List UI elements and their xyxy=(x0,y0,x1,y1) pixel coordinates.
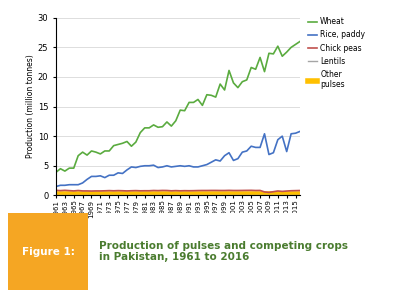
Text: Production of pulses and competing crops
in Pakistan, 1961 to 2016: Production of pulses and competing crops… xyxy=(99,241,348,262)
Text: Figure 1:: Figure 1: xyxy=(22,247,74,257)
Legend: Wheat, Rice, paddy, Chick peas, Lentils, Other
pulses: Wheat, Rice, paddy, Chick peas, Lentils,… xyxy=(305,14,368,93)
Y-axis label: Production (million tonnes): Production (million tonnes) xyxy=(26,55,35,158)
